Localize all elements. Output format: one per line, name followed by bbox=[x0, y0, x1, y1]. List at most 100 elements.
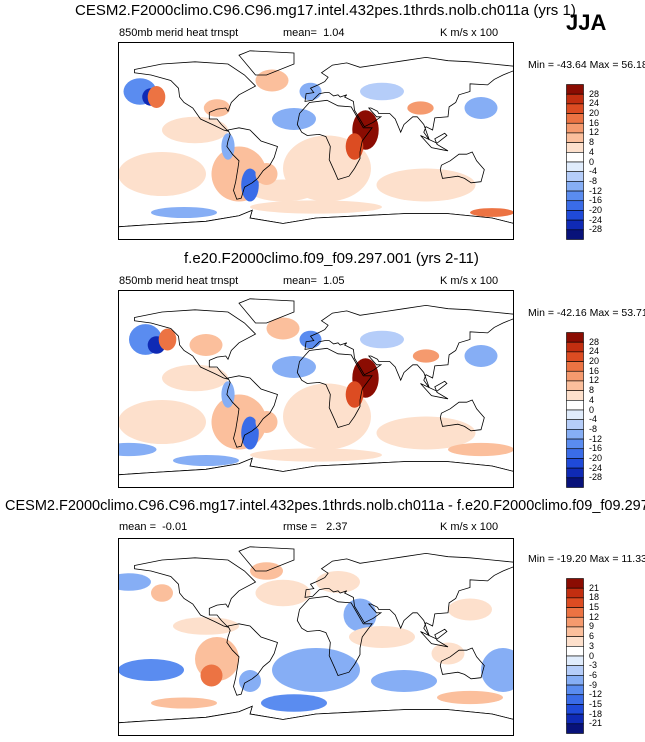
field-contour bbox=[173, 455, 239, 466]
field-contour bbox=[448, 442, 514, 457]
colorbar-box bbox=[566, 190, 584, 202]
panel1-variable: 850mb merid heat trnspt bbox=[119, 27, 239, 39]
field-contour bbox=[203, 99, 231, 117]
panel3-rmse-value: 2.37 bbox=[326, 521, 348, 533]
panel2-mean-label: mean= bbox=[283, 275, 317, 287]
antarctica bbox=[118, 705, 514, 736]
field-contour bbox=[158, 328, 177, 351]
colorbar-tick-label: -8 bbox=[589, 423, 598, 434]
coastline bbox=[420, 628, 449, 648]
panel3-units: K m/s x 100 bbox=[440, 521, 499, 533]
colorbar-box bbox=[566, 419, 584, 430]
field-contour bbox=[250, 200, 382, 214]
coastline bbox=[296, 347, 373, 428]
colorbar-tick-label: 18 bbox=[589, 592, 600, 603]
colorbar-boxes bbox=[566, 332, 584, 488]
field-contour bbox=[250, 179, 316, 202]
colorbar-box bbox=[566, 390, 584, 401]
field-contour bbox=[272, 356, 316, 378]
colorbar-tick-label: -24 bbox=[589, 214, 603, 225]
panel2-variable: 850mb merid heat trnspt bbox=[119, 275, 239, 287]
colorbar-tick-label: 24 bbox=[589, 98, 600, 109]
field-contour bbox=[431, 642, 465, 665]
colorbar-tick-label: 24 bbox=[589, 346, 600, 357]
colorbar-box bbox=[566, 458, 584, 469]
field-contour bbox=[464, 97, 498, 119]
field-contour bbox=[299, 82, 322, 101]
colorbar-tick-label: 12 bbox=[589, 127, 600, 138]
field-contour bbox=[118, 442, 157, 457]
coastline bbox=[304, 552, 514, 637]
colorbar-tick-label: 3 bbox=[589, 640, 595, 651]
colorbar-tick-label: -20 bbox=[589, 452, 603, 463]
colorbar-tick-label: -4 bbox=[589, 414, 598, 425]
field-contour bbox=[299, 330, 322, 349]
colorbar-box bbox=[566, 713, 584, 725]
field-contour bbox=[151, 207, 217, 218]
map-frame bbox=[118, 290, 514, 488]
field-contour bbox=[261, 694, 327, 712]
colorbar-box bbox=[566, 210, 584, 221]
coastline bbox=[238, 546, 295, 572]
colorbar-tick-label: -12 bbox=[589, 433, 603, 444]
colorbar-tick-label: 8 bbox=[589, 137, 595, 148]
field-contour bbox=[151, 697, 217, 709]
panel3-rmse: rmse = 2.37 bbox=[283, 521, 348, 533]
coastline bbox=[226, 623, 278, 696]
colorbar-tick-label: -28 bbox=[589, 224, 603, 235]
colorbar-box bbox=[566, 616, 584, 628]
field-contour bbox=[345, 133, 364, 160]
colorbar-box bbox=[566, 103, 584, 114]
colorbar-tick-label: 20 bbox=[589, 356, 600, 367]
panel2-map bbox=[118, 290, 514, 488]
colorbar-box bbox=[566, 93, 584, 105]
panel2-title: f.e20.F2000climo.f09_f09.297.001 (yrs 2-… bbox=[184, 250, 479, 267]
field-contour bbox=[437, 690, 503, 705]
field-contour bbox=[376, 168, 476, 202]
field-contour bbox=[345, 381, 364, 408]
colorbar-box bbox=[566, 723, 584, 734]
coastline bbox=[226, 375, 278, 448]
field-contour bbox=[360, 330, 404, 349]
field-contour bbox=[448, 598, 492, 621]
colorbar-tick-label: -24 bbox=[589, 462, 603, 473]
coastline bbox=[134, 309, 257, 380]
colorbar-tick-label: 6 bbox=[589, 631, 595, 642]
colorbar-boxes bbox=[566, 578, 584, 734]
colorbar-box bbox=[566, 665, 584, 676]
field-contour bbox=[481, 648, 514, 692]
field-contour bbox=[412, 349, 440, 363]
colorbar-tick-label: -16 bbox=[589, 195, 603, 206]
colorbar-box bbox=[566, 380, 584, 391]
colorbar-box bbox=[566, 636, 584, 647]
coastline bbox=[296, 99, 373, 180]
field-contour bbox=[255, 579, 311, 607]
colorbar-box bbox=[566, 675, 584, 686]
panel1-mean-value: 1.04 bbox=[323, 27, 345, 39]
field-contour bbox=[316, 571, 360, 593]
colorbar-box bbox=[566, 152, 584, 163]
panel3-mean-value: -0.01 bbox=[162, 521, 188, 533]
coastline bbox=[304, 56, 514, 141]
colorbar-box bbox=[566, 438, 584, 450]
colorbar-tick-label: 0 bbox=[589, 404, 595, 415]
colorbar-box bbox=[566, 655, 584, 666]
panel2-mean-value: 1.05 bbox=[323, 275, 345, 287]
field-contour bbox=[376, 416, 476, 450]
colorbar-box bbox=[566, 200, 584, 211]
colorbar-tick-label: -12 bbox=[589, 185, 603, 196]
coastline bbox=[238, 298, 295, 324]
field-contour bbox=[266, 317, 300, 340]
colorbar-box bbox=[566, 161, 584, 172]
colorbar-box bbox=[566, 132, 584, 143]
field-contour bbox=[250, 448, 382, 462]
colorbar-box bbox=[566, 587, 584, 599]
colorbar-box bbox=[566, 646, 584, 657]
panel1-minmax: Min = -43.64 Max = 56.18 bbox=[528, 59, 645, 71]
colorbar-box bbox=[566, 171, 584, 182]
antarctica bbox=[118, 457, 514, 488]
colorbar-tick-label: 4 bbox=[589, 146, 595, 157]
coastline bbox=[238, 50, 295, 76]
colorbar-tick-label: 9 bbox=[589, 621, 595, 632]
colorbar-box bbox=[566, 370, 584, 382]
